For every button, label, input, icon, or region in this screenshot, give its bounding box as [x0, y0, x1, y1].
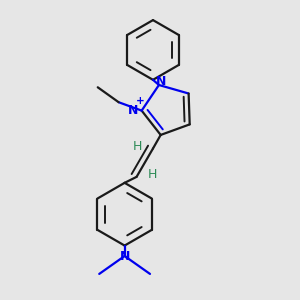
Text: H: H [147, 168, 157, 181]
Text: N: N [128, 104, 139, 117]
Text: H: H [133, 140, 142, 153]
Text: +: + [136, 96, 145, 106]
Text: N: N [119, 250, 130, 262]
Text: N: N [156, 75, 166, 88]
